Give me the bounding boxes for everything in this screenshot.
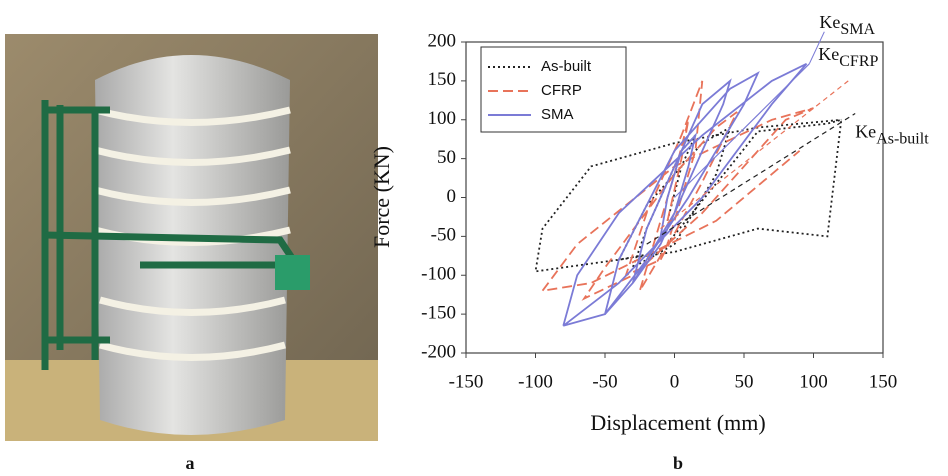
annotation-leader [808,31,825,64]
annotation-text: Ke [818,44,839,64]
panel-label: b [673,453,683,473]
y-tick-label: 200 [428,30,457,51]
stiffness-line [674,63,810,198]
y-axis-label: Force (KN) [369,146,394,248]
x-tick-label: -100 [518,371,553,392]
legend-label: CFRP [541,82,582,99]
annotation: KeAs-built [855,122,929,148]
annotation-text: Ke [855,122,876,142]
x-axis-label: Displacement (mm) [590,410,765,435]
stiffness-line [660,80,849,230]
y-tick-label: 0 [447,186,457,207]
x-tick-label: 150 [869,371,898,392]
y-tick-label: -150 [421,302,456,323]
x-tick-label: 50 [735,371,754,392]
annotation-text: Ke [819,12,840,32]
y-tick-label: -100 [421,264,456,285]
y-tick-label: -200 [421,341,456,362]
photo [5,34,378,441]
legend-label: As-built [541,58,592,75]
annotation: KeCFRP [818,44,878,70]
legend [480,46,627,133]
panel-label: a [186,453,195,473]
x-tick-label: -50 [592,371,617,392]
annotation: KeSMA [819,12,875,38]
series-line [540,80,814,301]
x-tick-label: 100 [799,371,828,392]
x-tick-label: 0 [670,371,680,392]
series-line [562,62,808,327]
annotation-sub: As-built [876,130,929,147]
y-tick-label: 100 [428,108,457,129]
series-line [534,118,843,273]
y-tick-label: 50 [437,147,456,168]
annotation-sub: SMA [840,20,875,37]
y-tick-label: 150 [428,69,457,90]
x-tick-label: -150 [449,371,484,392]
legend-label: SMA [541,106,574,123]
annotation-sub: CFRP [839,53,878,70]
y-tick-label: -50 [431,225,456,246]
